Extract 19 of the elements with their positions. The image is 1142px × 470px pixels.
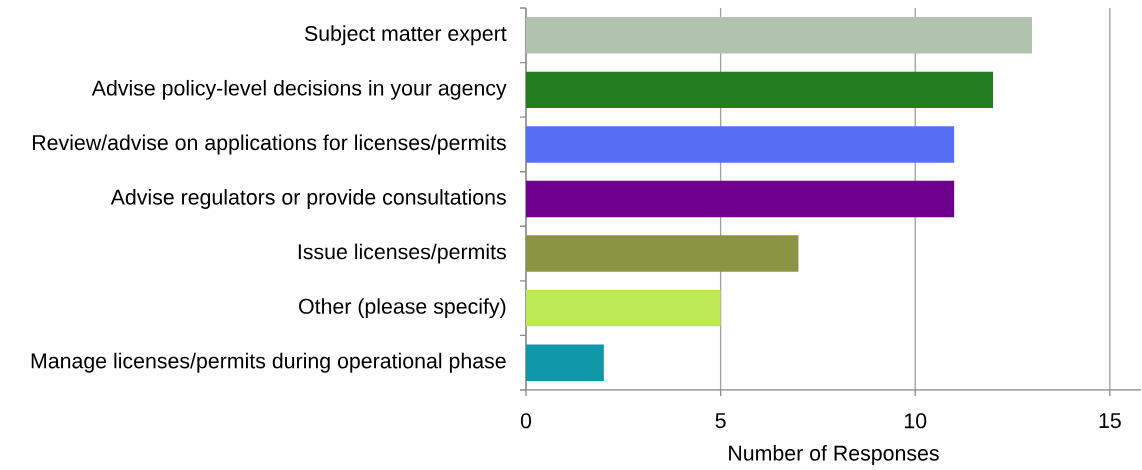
bar <box>526 71 994 109</box>
bar <box>526 235 799 272</box>
bar <box>526 289 721 327</box>
y-tick-label: Manage licenses/permits during operational phase <box>31 352 506 373</box>
y-tick-label: Subject matter expert <box>304 25 507 46</box>
bar <box>526 180 955 218</box>
y-tick-label: Issue licenses/permits <box>298 243 506 264</box>
bar <box>526 17 1033 54</box>
x-tick-label: 0 <box>520 413 532 429</box>
x-tick-label: 10 <box>905 413 927 429</box>
x-tick-label: 15 <box>1099 413 1121 429</box>
x-tick-label: 5 <box>715 413 726 429</box>
x-axis-title: Number of Responses <box>729 445 939 465</box>
y-tick-label: Advise regulators or provide consultations <box>110 189 506 209</box>
bar <box>526 126 955 163</box>
y-tick-label: Advise policy-level decisions in your agency <box>91 79 507 100</box>
bar <box>526 344 604 381</box>
y-tick-label: Other (please specify) <box>299 298 506 319</box>
y-tick-label: Review/advise on applications for licenses/permits <box>33 134 506 155</box>
